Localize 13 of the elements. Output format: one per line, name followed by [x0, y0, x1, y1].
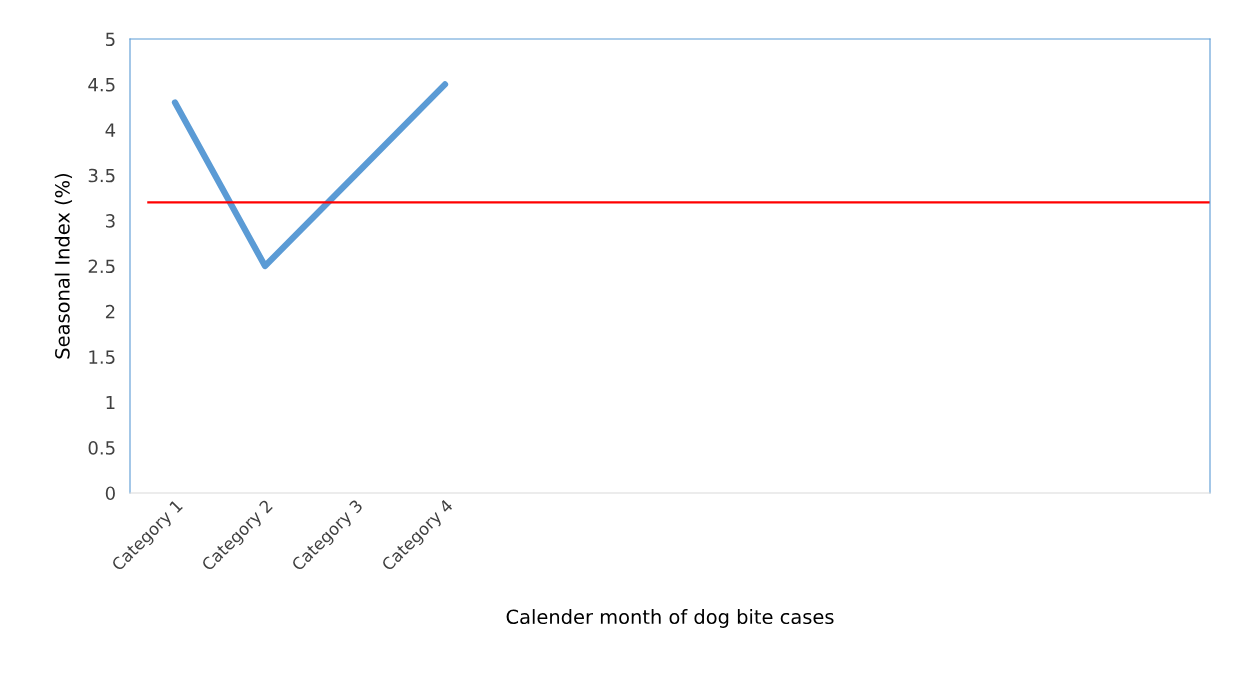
y-tick-label: 3 — [106, 214, 115, 228]
y-tick-label: 4.5 — [88, 78, 115, 92]
y-tick-label: 0 — [105, 486, 115, 501]
y-tick-label: 1 — [106, 395, 115, 410]
y-tick-label: 4 — [105, 123, 116, 137]
y-tick-label: 2.5 — [88, 259, 115, 274]
y-tick-label: 1.5 — [89, 350, 115, 364]
y-tick-label: 5 — [106, 32, 115, 47]
y-axis-title: Seasonal Index (%) — [54, 173, 73, 359]
y-tick-label: 0.5 — [88, 441, 115, 455]
x-axis-title: Calender month of dog bite cases — [506, 609, 834, 628]
y-tick-label: 3.5 — [88, 168, 115, 183]
y-tick-label: 2 — [105, 304, 115, 319]
